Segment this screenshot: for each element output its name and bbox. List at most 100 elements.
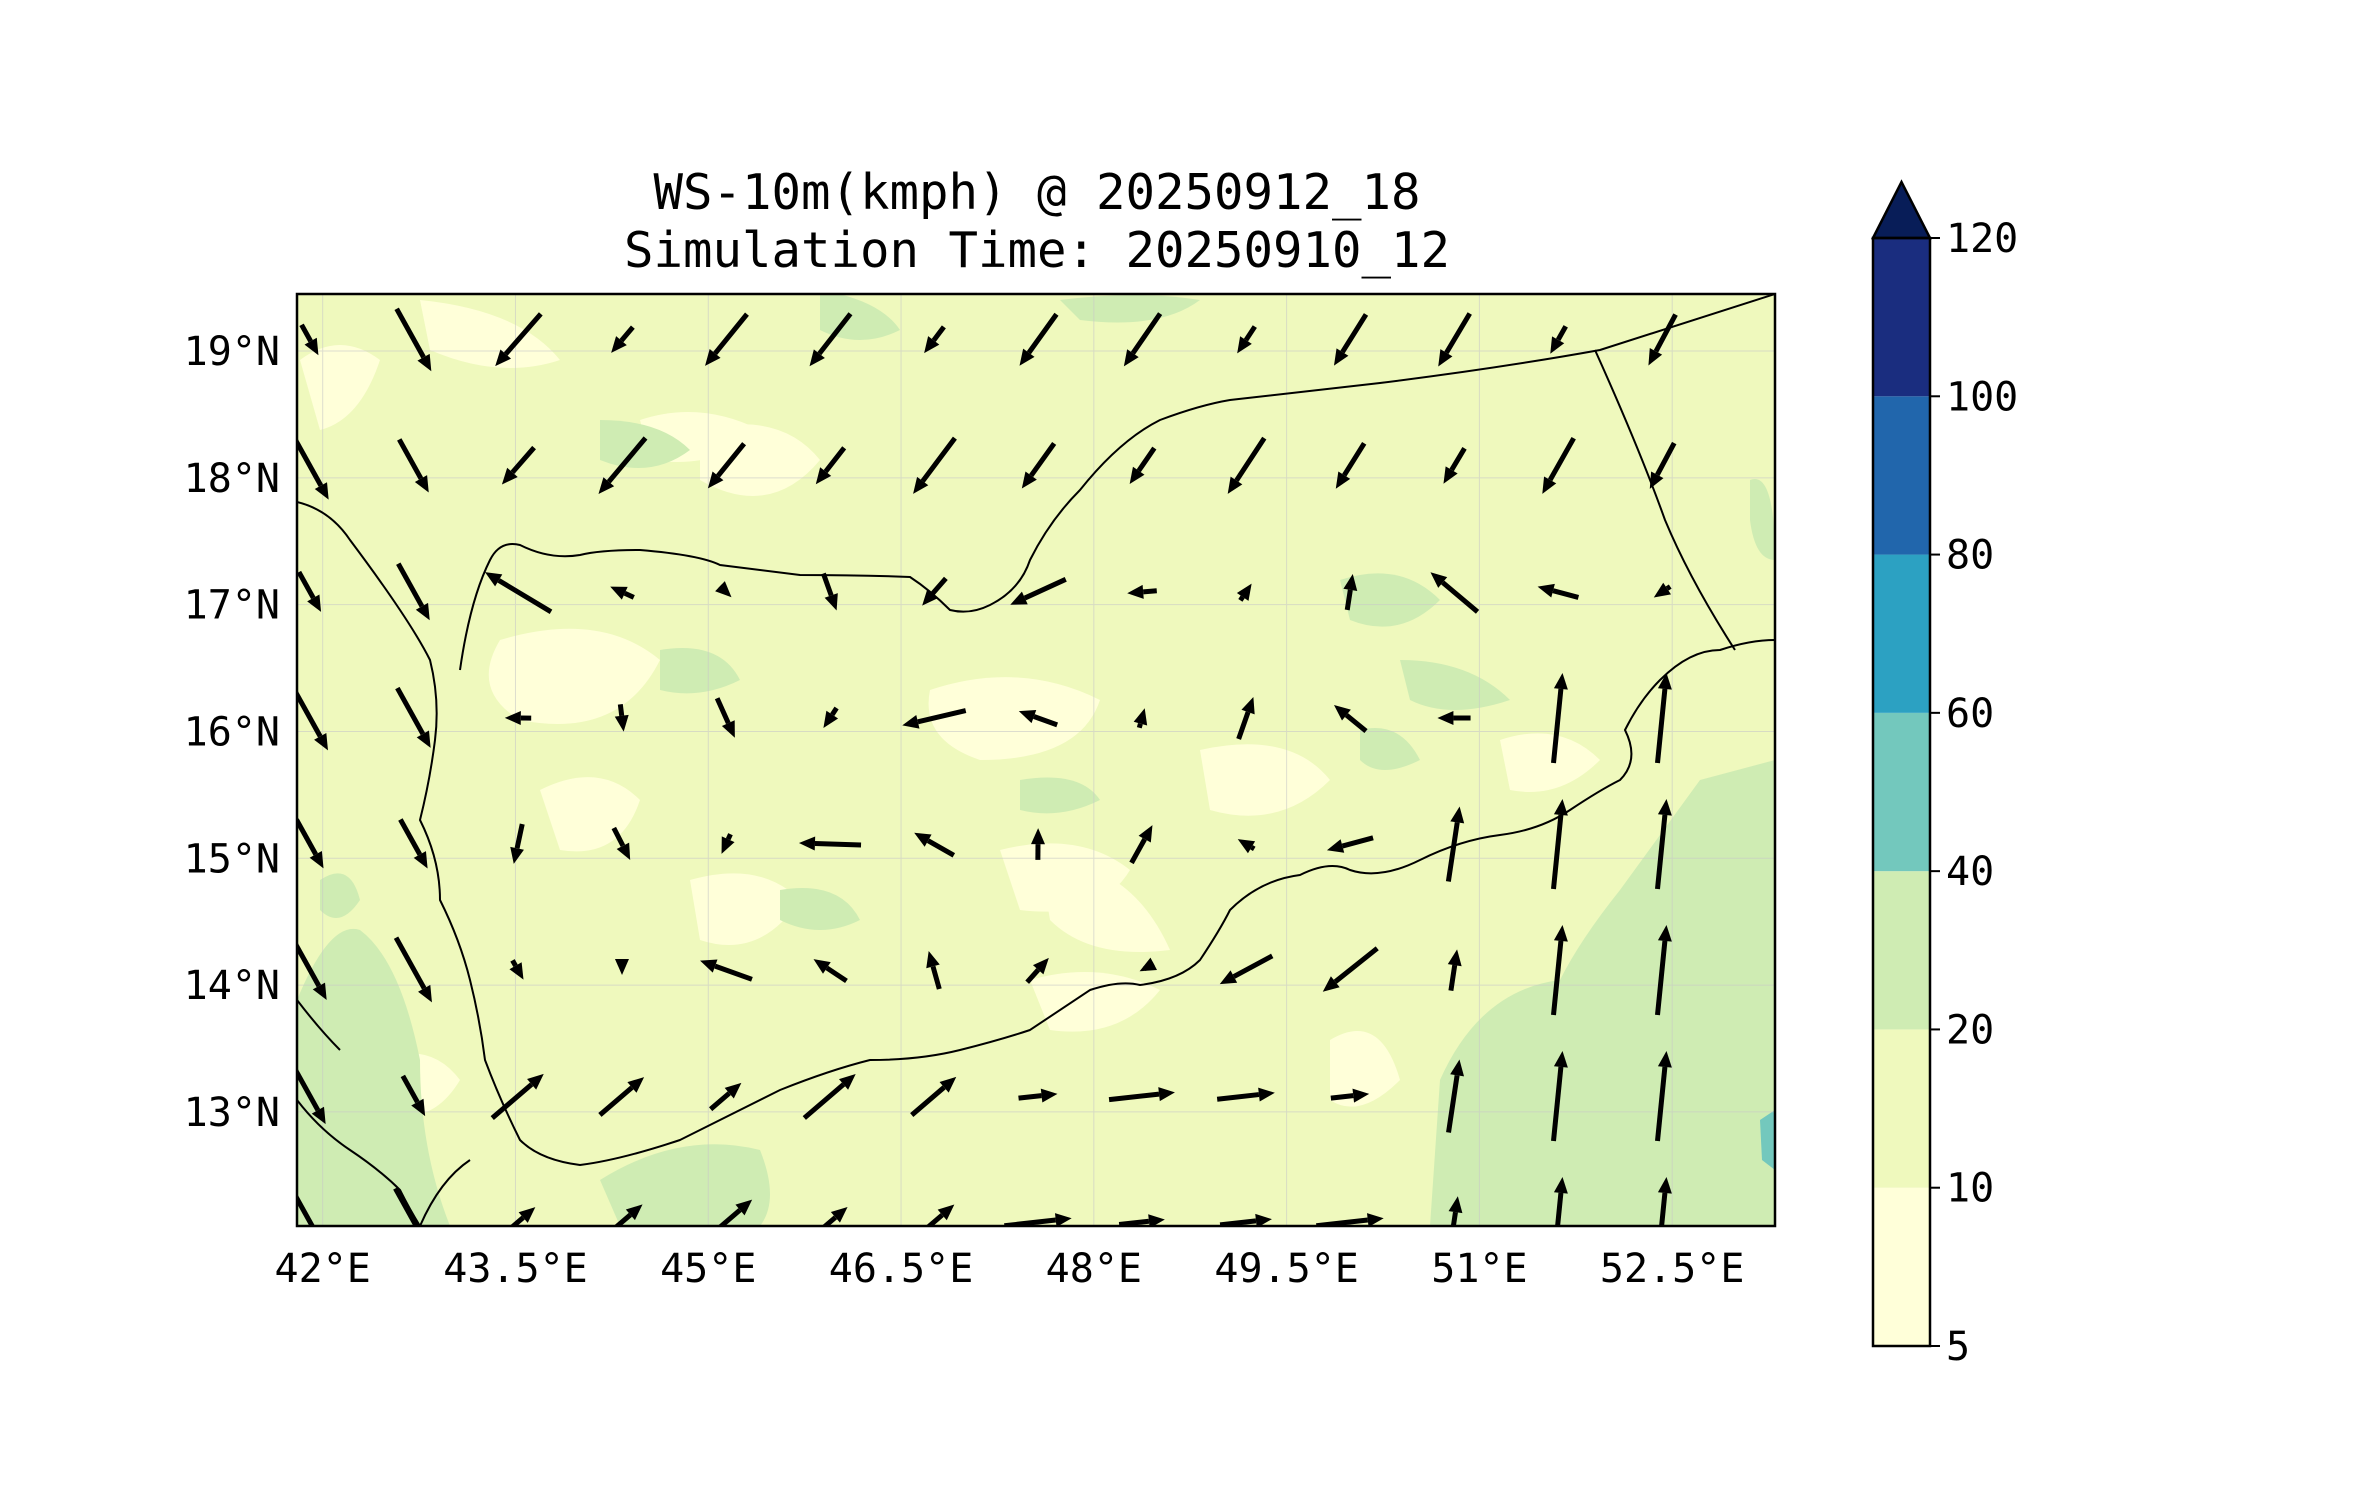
wind-arrow xyxy=(926,950,942,990)
wind-arrow xyxy=(1550,325,1568,354)
wind-arrow xyxy=(715,581,732,598)
wind-arrow xyxy=(721,833,735,854)
wind-arrow xyxy=(297,437,329,500)
wind-arrow xyxy=(1653,582,1672,598)
wind-arrow xyxy=(1648,313,1678,366)
title-line-2: Simulation Time: 20250910_12 xyxy=(624,222,1450,279)
wind-arrow xyxy=(1236,696,1255,740)
wind-arrow xyxy=(902,708,967,729)
wind-arrow xyxy=(1655,799,1672,890)
lon-tick-label: 46.5°E xyxy=(829,1246,974,1292)
wind-arrow xyxy=(708,1082,742,1112)
wind-arrow xyxy=(1108,1087,1175,1103)
colorbar: 5 10 20 40 60 80 100 120 xyxy=(1870,179,2018,1370)
lon-tick-label: 51°E xyxy=(1431,1246,1527,1292)
wind-arrow xyxy=(1018,709,1059,728)
wind-arrow xyxy=(297,570,322,612)
wind-arrow xyxy=(700,959,753,982)
colorbar-segment xyxy=(1873,712,1930,872)
wind-arrow xyxy=(1330,1088,1370,1103)
wind-arrow xyxy=(1019,312,1059,366)
lon-tick-label: 45°E xyxy=(660,1246,756,1292)
wind-arrow xyxy=(714,697,735,738)
wind-arrow xyxy=(1430,572,1480,614)
wind-arrow xyxy=(809,312,853,367)
wind-arrow xyxy=(611,826,631,861)
wind-arrow xyxy=(504,711,532,726)
wind-arrow xyxy=(614,704,629,732)
wind-arrow xyxy=(1551,1051,1568,1142)
wind-arrow xyxy=(598,436,648,494)
wind-arrow xyxy=(614,958,629,975)
wind-arrow xyxy=(925,1204,955,1226)
wind-arrow xyxy=(396,562,430,621)
wind-arrow xyxy=(1021,442,1057,489)
wind-arrow xyxy=(397,438,429,493)
wind-arrow xyxy=(297,1067,326,1125)
wind-arrow xyxy=(395,686,431,748)
wind-arrow xyxy=(1655,925,1672,1016)
wind-arrow xyxy=(501,445,536,485)
wind-arrow xyxy=(910,1076,957,1117)
wind-arrow xyxy=(509,1207,536,1226)
wind-arrow xyxy=(1216,1087,1275,1102)
wind-arrow xyxy=(1322,946,1379,992)
wind-arrow xyxy=(922,576,948,606)
longitude-tick-labels: 42°E 43.5°E 45°E 46.5°E 48°E 49.5°E 51°E 52.5°E xyxy=(275,1246,1745,1292)
wind-arrow xyxy=(510,823,525,864)
wind-arrow xyxy=(1655,1051,1672,1142)
wind-arrow xyxy=(509,959,524,980)
wind-arrow xyxy=(1443,447,1467,484)
wind-arrow xyxy=(707,442,747,489)
colorbar-tick-label: 80 xyxy=(1946,533,1994,579)
wind-arrow xyxy=(815,446,847,485)
colorbar-extend-triangle xyxy=(1870,179,1933,240)
map-frame xyxy=(295,292,1777,1228)
wind-arrow xyxy=(1139,957,1158,972)
colorbar-segment xyxy=(1873,871,1930,1030)
wind-arrow xyxy=(297,1194,316,1226)
colorbar-frame xyxy=(1871,236,1932,1348)
colorbar-tick-label: 60 xyxy=(1946,691,1994,737)
wind-arrow xyxy=(1448,1196,1463,1226)
wind-arrow xyxy=(1127,584,1157,599)
wind-arrow xyxy=(1657,1177,1672,1226)
wind-arrow xyxy=(1333,313,1369,366)
wind-arrow xyxy=(914,832,956,858)
lat-tick-label: 16°N xyxy=(184,709,280,755)
wind-arrow xyxy=(1446,1059,1465,1133)
colorbar-segment xyxy=(1873,1029,1930,1188)
shading-40-60 xyxy=(1760,1110,1775,1170)
wind-arrow xyxy=(393,1187,420,1226)
lat-tick-label: 19°N xyxy=(184,329,280,375)
wind-arrow xyxy=(495,312,543,367)
wind-arrow xyxy=(924,325,946,354)
map-panel xyxy=(297,294,1775,1226)
wind-arrow xyxy=(1438,312,1472,367)
wind-arrow xyxy=(1129,446,1157,484)
lon-tick-label: 52.5°E xyxy=(1600,1246,1745,1292)
shading-20-40 xyxy=(297,294,1775,1226)
lon-tick-label: 42°E xyxy=(275,1246,371,1292)
wind-arrow xyxy=(813,959,848,983)
wind-arrow xyxy=(1018,1088,1058,1103)
lon-tick-label: 43.5°E xyxy=(443,1246,588,1292)
wind-arrow xyxy=(823,706,839,728)
colorbar-segment xyxy=(1873,1187,1930,1346)
lat-tick-label: 15°N xyxy=(184,836,280,882)
wind-arrow xyxy=(1542,436,1576,494)
wind-arrow xyxy=(398,818,428,869)
wind-arrow xyxy=(394,307,432,372)
wind-arrow xyxy=(393,936,432,1003)
wind-arrow xyxy=(1551,673,1568,764)
coastlines-borders xyxy=(297,294,1775,1226)
lon-tick-label: 48°E xyxy=(1046,1246,1142,1292)
title-line-1: WS-10m(kmph) @ 20250912_18 xyxy=(653,164,1420,221)
wind-arrow xyxy=(611,325,635,353)
colorbar-tick-label: 10 xyxy=(1946,1166,1994,1212)
wind-arrow xyxy=(1437,711,1471,726)
wind-arrow xyxy=(1537,583,1580,600)
lat-tick-label: 14°N xyxy=(184,963,280,1009)
wind-arrow xyxy=(299,323,319,356)
wind-arrow xyxy=(297,689,328,751)
